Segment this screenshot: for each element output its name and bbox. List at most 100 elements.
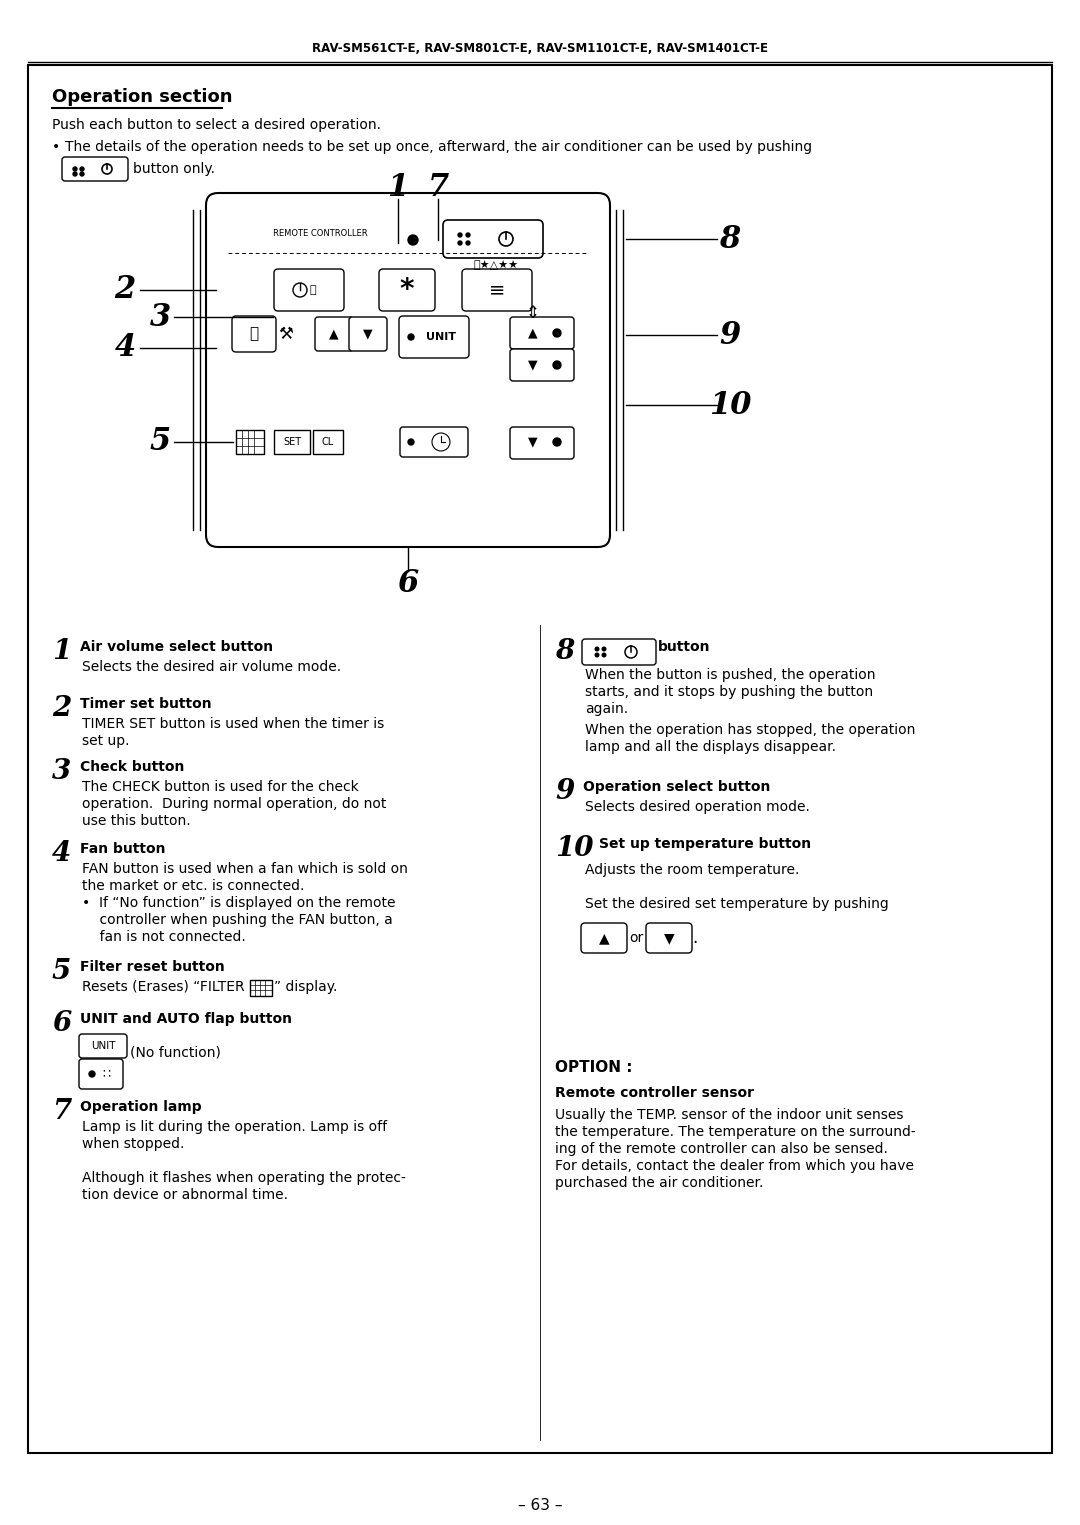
FancyBboxPatch shape xyxy=(315,317,353,351)
Text: Adjusts the room temperature.: Adjusts the room temperature. xyxy=(585,863,799,877)
FancyBboxPatch shape xyxy=(206,194,610,547)
Text: Resets (Erases) “FILTER: Resets (Erases) “FILTER xyxy=(82,981,249,994)
Text: Although it flashes when operating the protec-: Although it flashes when operating the p… xyxy=(82,1171,406,1185)
Bar xyxy=(249,981,272,996)
Text: 4: 4 xyxy=(114,332,136,363)
Text: Fan button: Fan button xyxy=(80,842,165,856)
Text: ▲: ▲ xyxy=(528,326,538,340)
Text: 1: 1 xyxy=(52,637,71,665)
Text: 7: 7 xyxy=(52,1098,71,1125)
Text: starts, and it stops by pushing the button: starts, and it stops by pushing the butt… xyxy=(585,685,873,698)
Text: ▲: ▲ xyxy=(598,930,609,946)
Text: OPTION :: OPTION : xyxy=(555,1060,633,1075)
Text: 9: 9 xyxy=(719,320,741,351)
Text: (No function): (No function) xyxy=(130,1046,221,1060)
Text: •: • xyxy=(52,140,60,154)
Text: tion device or abnormal time.: tion device or abnormal time. xyxy=(82,1188,288,1202)
Bar xyxy=(274,430,310,454)
Text: ⚒: ⚒ xyxy=(279,325,294,343)
FancyBboxPatch shape xyxy=(581,923,627,953)
Text: .: . xyxy=(692,929,698,947)
Text: Filter reset button: Filter reset button xyxy=(80,961,225,974)
FancyBboxPatch shape xyxy=(462,268,532,311)
Circle shape xyxy=(553,438,561,445)
FancyBboxPatch shape xyxy=(443,220,543,258)
Text: ” display.: ” display. xyxy=(274,981,337,994)
Circle shape xyxy=(80,168,84,171)
Text: RAV-SM561CT-E, RAV-SM801CT-E, RAV-SM1101CT-E, RAV-SM1401CT-E: RAV-SM561CT-E, RAV-SM801CT-E, RAV-SM1101… xyxy=(312,41,768,55)
Text: ≡: ≡ xyxy=(489,281,505,299)
Text: Remote controller sensor: Remote controller sensor xyxy=(555,1086,754,1100)
Text: set up.: set up. xyxy=(82,734,130,747)
Circle shape xyxy=(80,172,84,175)
Text: CL: CL xyxy=(322,438,334,447)
FancyBboxPatch shape xyxy=(510,317,573,349)
Text: SET: SET xyxy=(283,438,301,447)
Text: Air volume select button: Air volume select button xyxy=(80,640,273,654)
Text: button: button xyxy=(658,640,711,654)
Text: again.: again. xyxy=(585,702,629,717)
Text: Check button: Check button xyxy=(80,759,185,775)
Text: 10: 10 xyxy=(708,389,752,421)
Text: 3: 3 xyxy=(52,758,71,785)
Text: Set up temperature button: Set up temperature button xyxy=(599,837,811,851)
FancyBboxPatch shape xyxy=(510,427,573,459)
Text: 1: 1 xyxy=(388,171,408,203)
Text: ▼: ▼ xyxy=(528,358,538,372)
Text: Timer set button: Timer set button xyxy=(80,697,212,711)
Text: TIMER SET button is used when the timer is: TIMER SET button is used when the timer … xyxy=(82,717,384,730)
Circle shape xyxy=(595,653,598,657)
FancyBboxPatch shape xyxy=(646,923,692,953)
Circle shape xyxy=(73,168,77,171)
Text: ⇕: ⇕ xyxy=(526,303,540,322)
Text: 4: 4 xyxy=(52,840,71,868)
Circle shape xyxy=(465,241,470,246)
Circle shape xyxy=(408,439,414,445)
Text: ∷: ∷ xyxy=(102,1068,110,1081)
Text: REMOTE CONTROLLER: REMOTE CONTROLLER xyxy=(273,229,367,238)
Text: ▼: ▼ xyxy=(528,436,538,448)
Text: ⓔ: ⓔ xyxy=(249,326,258,342)
Text: Operation lamp: Operation lamp xyxy=(80,1100,202,1113)
Text: 8: 8 xyxy=(555,637,575,665)
Text: ⏻: ⏻ xyxy=(310,285,316,294)
Text: Operation select button: Operation select button xyxy=(583,779,770,795)
Text: *: * xyxy=(400,276,415,303)
Text: fan is not connected.: fan is not connected. xyxy=(82,930,246,944)
FancyBboxPatch shape xyxy=(510,349,573,381)
Text: The CHECK button is used for the check: The CHECK button is used for the check xyxy=(82,779,359,795)
Text: 10: 10 xyxy=(555,836,594,862)
Text: For details, contact the dealer from which you have: For details, contact the dealer from whi… xyxy=(555,1159,914,1173)
Circle shape xyxy=(603,647,606,651)
Text: Set the desired set temperature by pushing: Set the desired set temperature by pushi… xyxy=(585,897,889,910)
Text: when stopped.: when stopped. xyxy=(82,1138,185,1151)
FancyBboxPatch shape xyxy=(274,268,345,311)
Text: ing of the remote controller can also be sensed.: ing of the remote controller can also be… xyxy=(555,1142,888,1156)
Text: FAN button is used when a fan which is sold on: FAN button is used when a fan which is s… xyxy=(82,862,408,875)
Text: Lamp is lit during the operation. Lamp is off: Lamp is lit during the operation. Lamp i… xyxy=(82,1119,387,1135)
Circle shape xyxy=(553,361,561,369)
Text: 9: 9 xyxy=(555,778,575,805)
Circle shape xyxy=(603,653,606,657)
FancyBboxPatch shape xyxy=(399,316,469,358)
Text: lamp and all the displays disappear.: lamp and all the displays disappear. xyxy=(585,740,836,753)
Text: When the button is pushed, the operation: When the button is pushed, the operation xyxy=(585,668,876,682)
FancyBboxPatch shape xyxy=(79,1058,123,1089)
Text: operation.  During normal operation, do not: operation. During normal operation, do n… xyxy=(82,798,387,811)
Text: button only.: button only. xyxy=(133,162,215,175)
Circle shape xyxy=(408,235,418,246)
Text: ▲: ▲ xyxy=(329,328,339,340)
Text: 5: 5 xyxy=(52,958,71,985)
Text: UNIT: UNIT xyxy=(91,1042,116,1051)
FancyBboxPatch shape xyxy=(400,427,468,458)
Text: 8: 8 xyxy=(719,224,741,255)
Text: or: or xyxy=(629,930,644,946)
FancyBboxPatch shape xyxy=(232,316,276,352)
Text: ▼: ▼ xyxy=(363,328,373,340)
Text: purchased the air conditioner.: purchased the air conditioner. xyxy=(555,1176,764,1190)
Circle shape xyxy=(89,1071,95,1077)
FancyBboxPatch shape xyxy=(379,268,435,311)
Text: Ⓐ★△★★: Ⓐ★△★★ xyxy=(473,259,518,270)
Circle shape xyxy=(553,329,561,337)
Text: When the operation has stopped, the operation: When the operation has stopped, the oper… xyxy=(585,723,916,737)
